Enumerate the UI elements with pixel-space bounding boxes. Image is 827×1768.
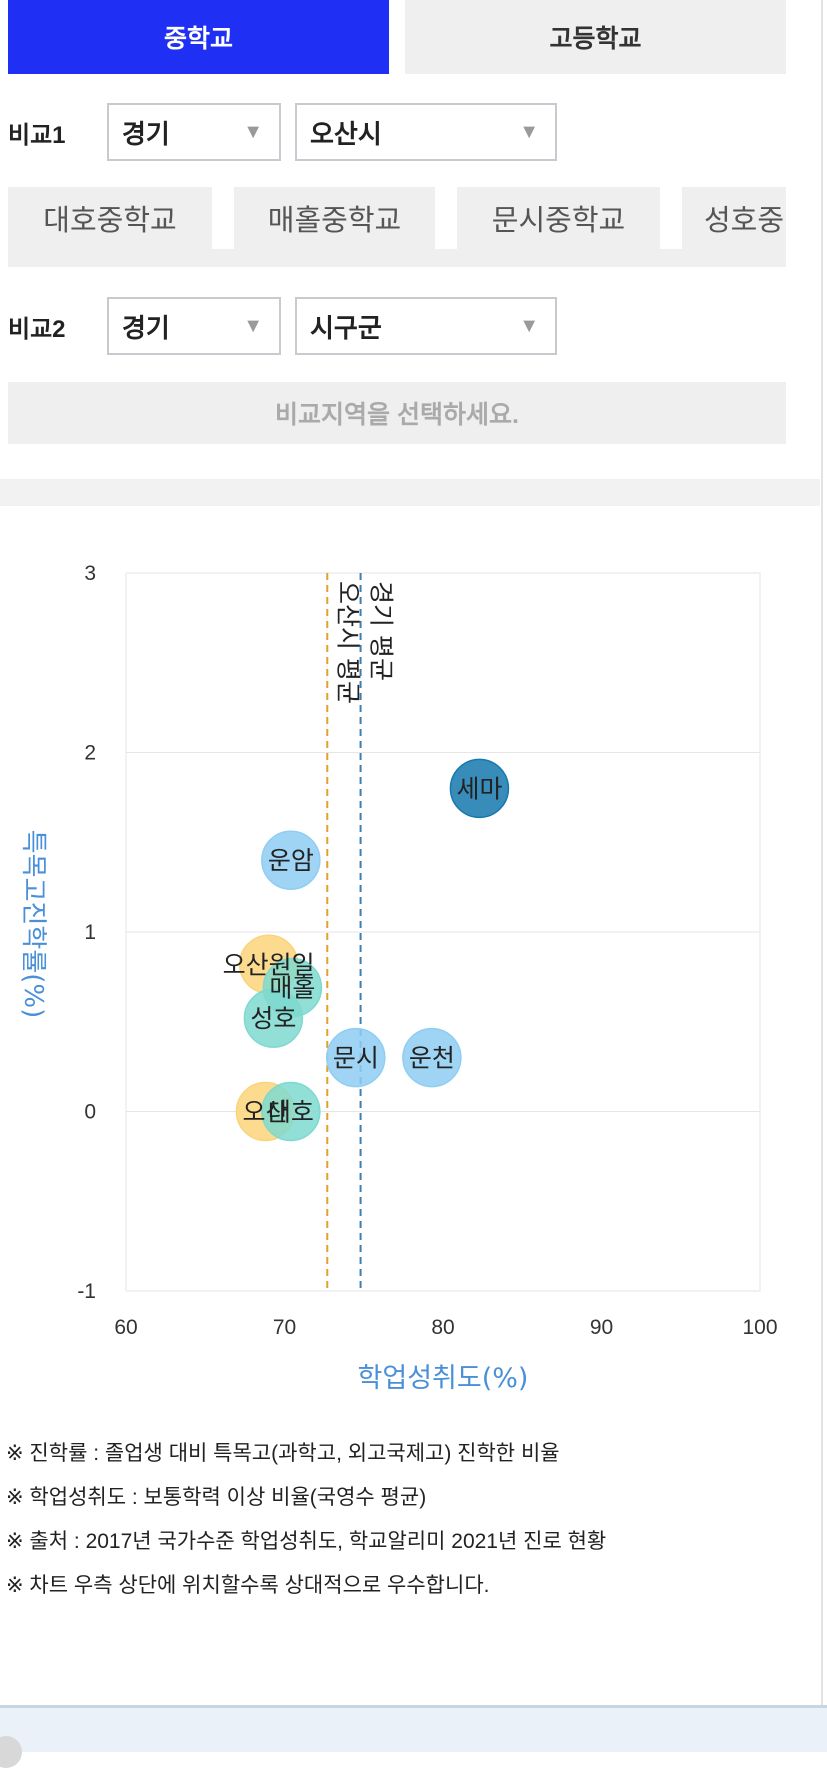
compare1-district-select[interactable]: 오산시 ▼ bbox=[295, 103, 557, 161]
school-chip[interactable]: 문시중학교 bbox=[457, 187, 660, 249]
scatter-chart: -1 0 1 2 3 60 70 80 90 100 학업성취도(%) 특목고진학률(%) 오산시 평균… bbox=[18, 562, 778, 1394]
dropdown-arrow-icon: ▼ bbox=[519, 120, 539, 143]
dropdown-arrow-icon: ▼ bbox=[243, 120, 263, 143]
x-tick-label: 60 bbox=[114, 1316, 137, 1339]
data-point bbox=[402, 1027, 462, 1088]
bottom-circle-icon bbox=[0, 1736, 22, 1768]
y-axis-title: 특목고진학률(%) bbox=[18, 830, 48, 1019]
x-tick-label: 90 bbox=[590, 1316, 613, 1339]
school-chip-list[interactable]: 대호중학교 매홀중학교 문시중학교 성호중 bbox=[8, 187, 786, 267]
data-point-label: 대호 bbox=[268, 1098, 314, 1127]
data-point-label: 매홀 bbox=[269, 974, 315, 1003]
y-tick-label: 0 bbox=[84, 1101, 96, 1124]
data-point-label: 문시 bbox=[333, 1044, 379, 1073]
compare2-region-value: 경기 bbox=[122, 312, 170, 343]
section-divider bbox=[0, 479, 820, 506]
school-level-tabs: 중학교 고등학교 bbox=[8, 0, 786, 74]
reference-line-label: 경기 평균 bbox=[367, 581, 396, 681]
data-point-label: 성호 bbox=[250, 1004, 296, 1033]
tab-high-school[interactable]: 고등학교 bbox=[405, 0, 786, 74]
compare2-label: 비교2 bbox=[8, 315, 66, 343]
chip-separator bbox=[660, 187, 682, 249]
compare1-region-value: 경기 bbox=[122, 118, 170, 149]
compare1-row: 비교1 경기 ▼ 오산시 ▼ bbox=[8, 102, 571, 162]
data-point bbox=[243, 988, 304, 1048]
data-point bbox=[261, 830, 321, 890]
x-tick-label: 100 bbox=[742, 1316, 777, 1339]
dropdown-arrow-icon: ▼ bbox=[243, 314, 263, 337]
data-point-label: 운암 bbox=[268, 846, 314, 875]
chart-notes: ※ 진학률 : 졸업생 대비 특목고(과학고, 외고국제고) 진학한 비율 ※ … bbox=[6, 1432, 606, 1608]
school-chip[interactable]: 대호중학교 bbox=[8, 187, 212, 249]
compare1-label: 비교1 bbox=[8, 121, 66, 149]
data-point-label: 오산원일 bbox=[223, 950, 315, 979]
y-tick-label: 1 bbox=[84, 921, 96, 944]
compare1-district-value: 오산시 bbox=[310, 118, 382, 149]
x-axis-title: 학업성취도(%) bbox=[358, 1363, 529, 1394]
chip-separator bbox=[435, 187, 457, 249]
y-tick-label: 3 bbox=[84, 562, 96, 585]
x-tick-label: 70 bbox=[273, 1316, 296, 1339]
compare2-notice: 비교지역을 선택하세요. bbox=[8, 382, 786, 444]
note-line: ※ 출처 : 2017년 국가수준 학업성취도, 학교알리미 2021년 진로 … bbox=[6, 1530, 607, 1553]
chip-separator bbox=[212, 187, 234, 249]
compare2-district-select[interactable]: 시구군 ▼ bbox=[295, 297, 557, 355]
note-line: ※ 진학률 : 졸업생 대비 특목고(과학고, 외고국제고) 진학한 비율 bbox=[6, 1442, 560, 1465]
y-tick-label: -1 bbox=[77, 1280, 96, 1303]
tab-middle-school[interactable]: 중학교 bbox=[8, 0, 389, 74]
data-point-label: 운천 bbox=[409, 1044, 455, 1073]
data-point bbox=[261, 1081, 321, 1142]
note-line: ※ 차트 우측 상단에 위치할수록 상대적으로 우수합니다. bbox=[6, 1574, 490, 1597]
school-chip[interactable]: 매홀중학교 bbox=[234, 187, 435, 249]
note-line: ※ 학업성취도 : 보통학력 이상 비율(국영수 평균) bbox=[6, 1486, 427, 1509]
bottom-toolbar bbox=[0, 1705, 827, 1768]
compare2-row: 비교2 경기 ▼ 시구군 ▼ bbox=[8, 296, 571, 356]
y-tick-label: 2 bbox=[84, 742, 96, 765]
reference-line-label: 오산시 평균 bbox=[333, 581, 362, 704]
x-tick-label: 80 bbox=[431, 1316, 454, 1339]
data-point-label: 세마 bbox=[456, 774, 502, 803]
compare1-region-select[interactable]: 경기 ▼ bbox=[107, 103, 281, 161]
data-point-label: 오산 bbox=[242, 1098, 288, 1127]
dropdown-arrow-icon: ▼ bbox=[519, 314, 539, 337]
chip-list-scroll-track bbox=[8, 249, 786, 267]
compare2-region-select[interactable]: 경기 ▼ bbox=[107, 297, 281, 355]
compare2-district-value: 시구군 bbox=[310, 312, 382, 343]
school-chip[interactable]: 성호중 bbox=[682, 187, 786, 249]
data-point bbox=[449, 758, 510, 819]
data-point bbox=[326, 1027, 386, 1088]
page-right-border bbox=[821, 0, 823, 1705]
